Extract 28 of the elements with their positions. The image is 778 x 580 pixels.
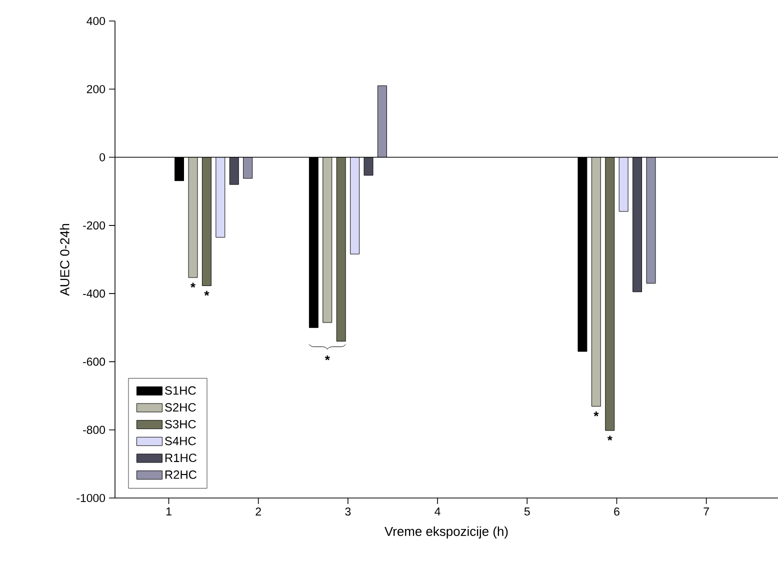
legend-label: R1HC — [165, 454, 197, 462]
legend-label: S1HC — [165, 386, 196, 395]
y-tick-label: 400 — [86, 16, 106, 26]
y-tick-label: 0 — [100, 153, 106, 162]
y-tick-label: -200 — [83, 221, 106, 230]
y-tick-label: -1000 — [76, 494, 106, 502]
y-tick-label: 200 — [86, 85, 106, 94]
annotation: * — [607, 436, 612, 441]
x-tick-label: 4 — [434, 508, 440, 516]
x-axis-title: Vreme ekspozicije (h) — [384, 526, 508, 539]
annotation: * — [324, 355, 330, 360]
y-tick-label: -800 — [83, 426, 106, 434]
legend-label: S4HC — [165, 436, 196, 446]
x-tick-label: 6 — [614, 508, 620, 516]
annotation: * — [204, 290, 210, 296]
legend-label: R2HC — [165, 470, 197, 479]
x-tick-label: 5 — [524, 508, 530, 516]
x-tick-label: 3 — [345, 508, 351, 516]
legend-label: S3HC — [165, 420, 196, 428]
annotation: * — [594, 412, 599, 416]
y-axis-title: AUEC 0-24h — [60, 224, 70, 296]
annotation: * — [190, 282, 196, 288]
y-tick-label: -600 — [83, 358, 106, 366]
x-tick-label: 1 — [166, 508, 172, 516]
x-tick-label: 2 — [256, 508, 261, 516]
y-tick-label: -400 — [83, 290, 106, 298]
x-tick-label: 7 — [704, 508, 709, 516]
legend-label: S2HC — [165, 403, 196, 412]
